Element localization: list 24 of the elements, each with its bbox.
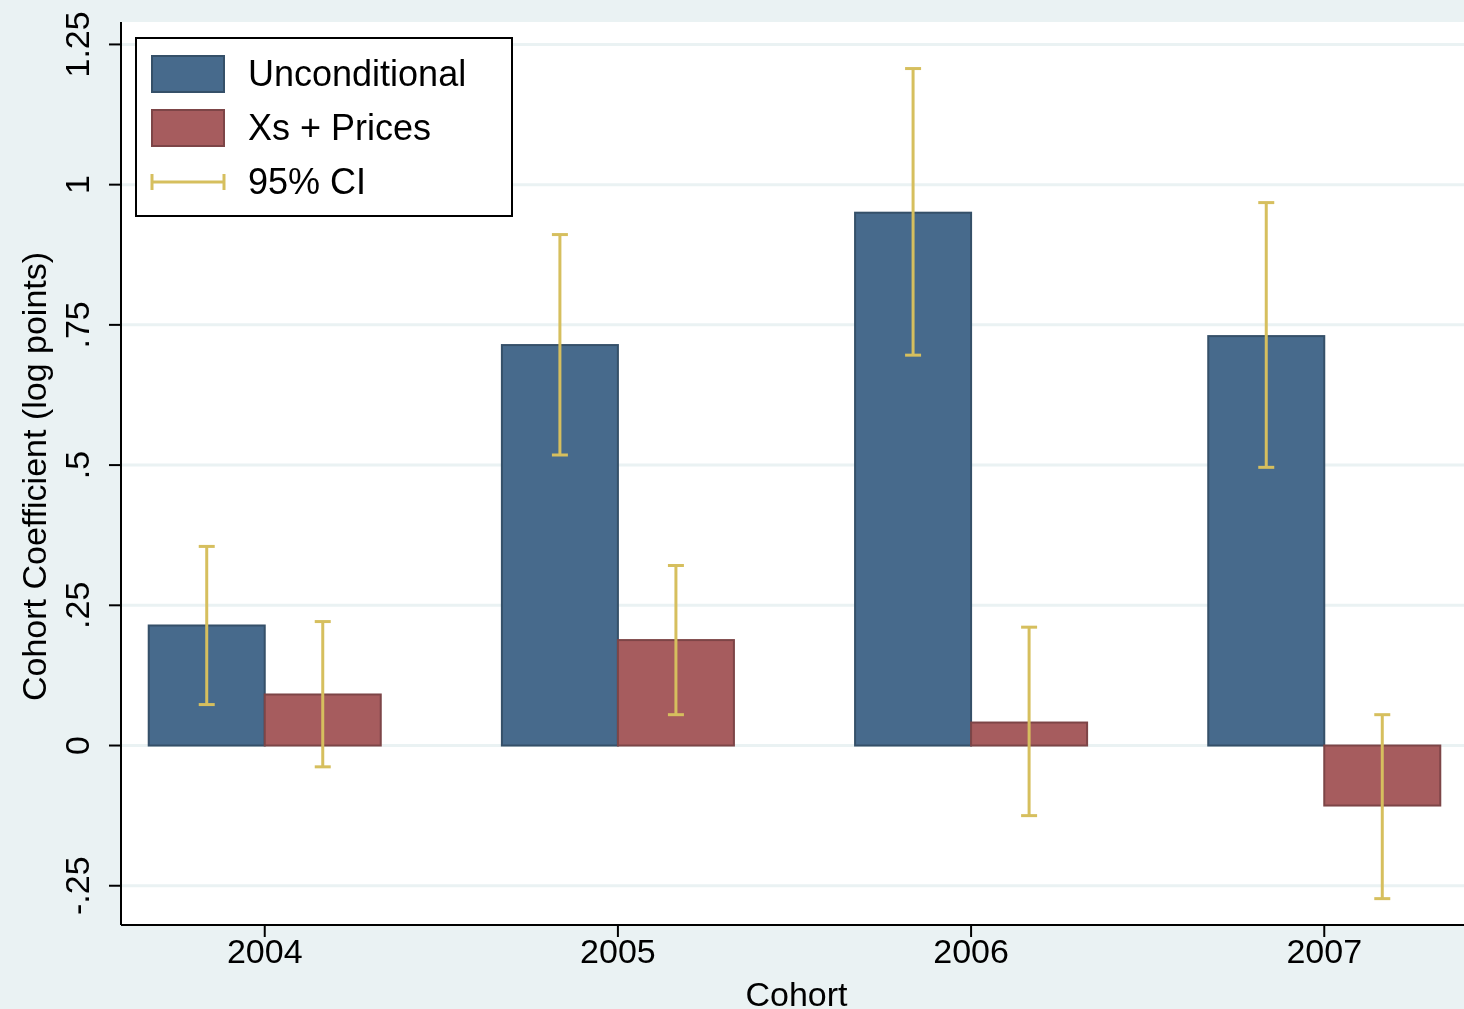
bar — [1323, 744, 1442, 807]
y-tick-label: .75 — [58, 301, 96, 349]
bar — [500, 344, 619, 747]
x-tick-label: 2004 — [226, 932, 303, 970]
x-axis-title: Cohort — [745, 975, 849, 1009]
x-tick-label: 2005 — [580, 932, 656, 970]
y-axis-title: Cohort Coefficient (log points) — [15, 251, 53, 702]
x-tick-label: 2006 — [933, 932, 1009, 970]
bar — [616, 639, 735, 747]
legend-label: Xs + Prices — [248, 107, 432, 148]
annotation: 95% CI — [248, 161, 367, 202]
bar — [147, 624, 266, 747]
bar — [970, 721, 1089, 747]
y-tick-label: 0 — [58, 736, 96, 755]
bar — [854, 211, 973, 747]
x-tick-label: 2007 — [1286, 932, 1363, 970]
y-tick-label: 1 — [58, 175, 96, 195]
y-tick-label: -.25 — [58, 856, 96, 916]
y-tick-label: 1.25 — [58, 11, 96, 78]
y-tick-label: .25 — [58, 581, 96, 629]
bar — [1207, 335, 1326, 747]
y-tick-label: .5 — [58, 450, 96, 480]
bar — [263, 693, 382, 747]
legend-label: Unconditional — [248, 53, 467, 94]
